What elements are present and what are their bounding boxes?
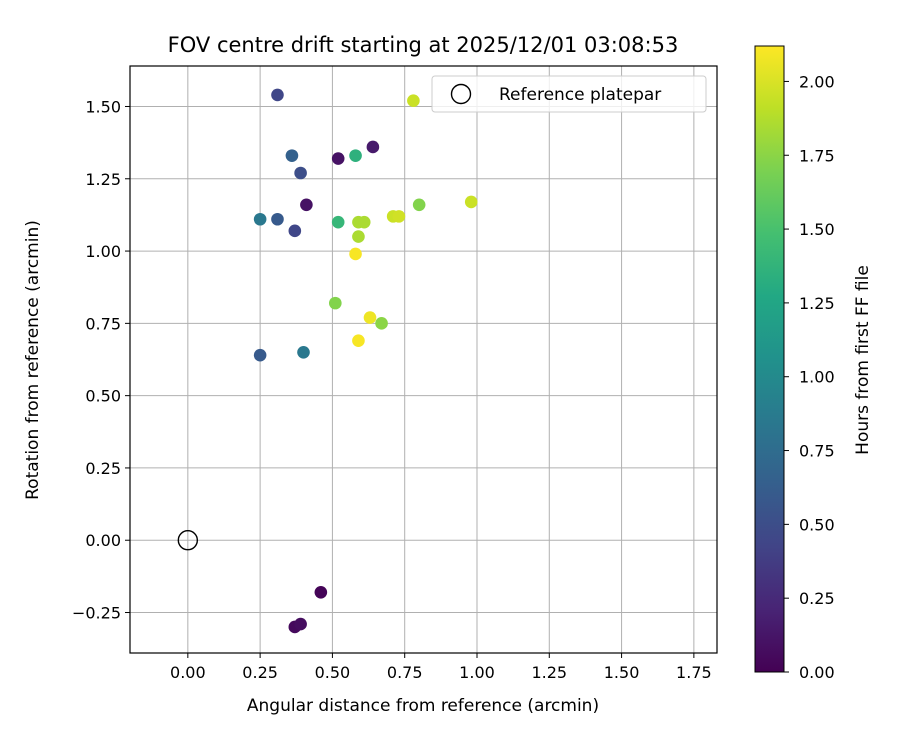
x-tick-label: 0.00 bbox=[170, 663, 206, 682]
scatter-point bbox=[331, 215, 345, 229]
colorbar-tick-label: 1.50 bbox=[799, 220, 835, 239]
scatter-point bbox=[271, 212, 284, 226]
colorbar-tick-label: 2.00 bbox=[799, 72, 835, 91]
scatter-point bbox=[363, 311, 377, 324]
scatter-point bbox=[349, 247, 362, 261]
colorbar-tick-label: 1.00 bbox=[799, 368, 835, 387]
colorbar bbox=[754, 45, 785, 673]
x-tick-label: 0.50 bbox=[315, 663, 351, 682]
scatter-point bbox=[407, 94, 420, 107]
scatter-point bbox=[352, 334, 365, 348]
scatter-point bbox=[294, 166, 307, 180]
scatter-point bbox=[366, 140, 380, 154]
scatter-point bbox=[294, 617, 307, 631]
colorbar-tick-label: 0.50 bbox=[799, 515, 835, 534]
y-axis-ticks: −0.25 0.00 0.25 0.50 0.75 1.00 1.25 1.50 bbox=[72, 97, 130, 623]
x-axis-label: Angular distance from reference (arcmin) bbox=[247, 696, 599, 716]
scatter-point bbox=[253, 348, 267, 362]
x-tick-label: 0.25 bbox=[242, 663, 278, 682]
scatter-point bbox=[375, 317, 388, 330]
x-tick-label: 1.25 bbox=[531, 663, 567, 682]
x-axis-ticks: 0.00 0.25 0.50 0.75 1.00 1.25 1.50 1.75 bbox=[170, 653, 712, 682]
y-tick-label: −0.25 bbox=[72, 604, 121, 623]
colorbar-tick-label: 0.25 bbox=[799, 589, 835, 608]
scatter-point bbox=[329, 296, 342, 310]
colorbar-ticks: 0.00 0.25 0.50 0.75 1.00 1.25 1.50 1.75 2.00 bbox=[784, 72, 835, 682]
grid-lines bbox=[130, 66, 717, 653]
colorbar-tick-label: 1.75 bbox=[799, 146, 835, 165]
y-tick-label: 1.25 bbox=[85, 170, 121, 189]
scatter-point bbox=[314, 585, 328, 599]
scatter-point bbox=[288, 224, 302, 238]
colorbar-tick-label: 0.75 bbox=[799, 442, 835, 461]
scatter-point bbox=[412, 198, 426, 212]
scatter-point bbox=[253, 212, 267, 226]
x-tick-label: 1.75 bbox=[676, 663, 712, 682]
x-tick-label: 1.50 bbox=[604, 663, 640, 682]
legend-entry-label: Reference platepar bbox=[499, 85, 661, 105]
y-tick-label: 1.00 bbox=[85, 242, 121, 261]
x-tick-label: 0.75 bbox=[387, 663, 423, 682]
plot-area-frame bbox=[129, 65, 718, 654]
scatter-point bbox=[357, 215, 371, 229]
legend-box: Reference platepar bbox=[431, 75, 707, 113]
scatter-point bbox=[285, 149, 299, 162]
y-tick-label: 0.25 bbox=[85, 459, 121, 478]
scatter-point bbox=[392, 210, 406, 223]
scatter-point bbox=[331, 152, 345, 165]
y-tick-label: 0.00 bbox=[85, 531, 121, 550]
scatter-point bbox=[464, 195, 478, 209]
colorbar-tick-label: 0.00 bbox=[799, 663, 835, 682]
y-tick-label: 0.75 bbox=[85, 314, 121, 333]
scatter-point bbox=[349, 149, 362, 162]
scatter-point bbox=[271, 88, 284, 102]
reference-platepar-marker bbox=[177, 530, 199, 551]
y-tick-label: 1.50 bbox=[85, 97, 121, 116]
x-tick-label: 1.00 bbox=[459, 663, 495, 682]
legend-open-circle-marker bbox=[450, 83, 472, 105]
y-axis-label: Rotation from reference (arcmin) bbox=[23, 220, 43, 500]
legend-frame bbox=[431, 75, 707, 113]
scatter-points bbox=[253, 88, 478, 634]
colorbar-label: Hours from first FF file bbox=[853, 265, 873, 455]
scatter-point bbox=[297, 345, 310, 359]
y-tick-label: 0.50 bbox=[85, 387, 121, 406]
colorbar-tick-label: 1.25 bbox=[799, 294, 835, 313]
scatter-point bbox=[300, 198, 313, 212]
chart-title: FOV centre drift starting at 2025/12/01 … bbox=[168, 33, 679, 57]
scatter-point bbox=[352, 230, 365, 243]
